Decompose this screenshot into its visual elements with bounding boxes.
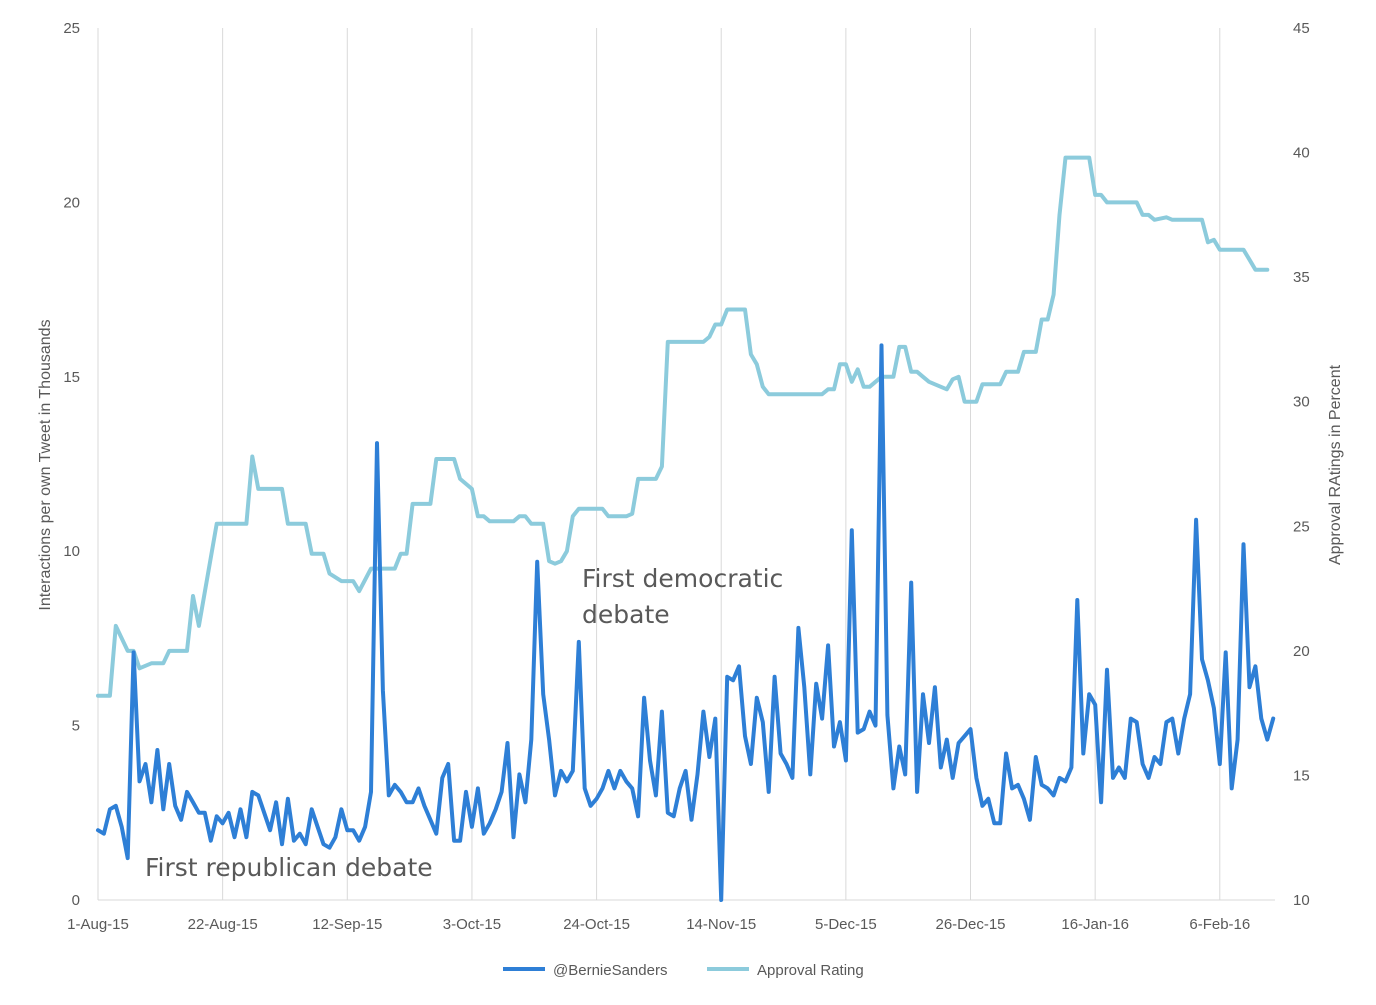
- right-y-tick-label: 15: [1293, 767, 1310, 784]
- series-line-approval-rating: [96, 155, 1270, 698]
- x-tick-label: 14-Nov-15: [686, 916, 756, 933]
- left-y-tick-label: 5: [72, 718, 80, 735]
- right-y-tick-label: 10: [1293, 892, 1310, 909]
- legend-label-bernie: @BernieSanders: [553, 962, 667, 979]
- right-y-tick-label: 30: [1293, 394, 1310, 411]
- x-tick-label: 6-Feb-16: [1189, 916, 1250, 933]
- annotation-democratic-line-2: debate: [582, 600, 670, 629]
- annotation-republican-debate: First republican debate: [145, 853, 433, 882]
- x-tick-label: 1-Aug-15: [67, 916, 129, 933]
- left-axis-title: Interactions per own Tweet in Thousands: [37, 319, 54, 610]
- left-y-tick-label: 0: [72, 892, 80, 909]
- legend-label-approval: Approval Rating: [757, 962, 864, 979]
- right-y-tick-label: 25: [1293, 518, 1310, 535]
- x-tick-label: 16-Jan-16: [1061, 916, 1129, 933]
- x-tick-label: 3-Oct-15: [443, 916, 501, 933]
- left-y-axis: 0 5 10 15 20 25: [63, 20, 80, 909]
- right-axis-title: Approval RAtings in Percent: [1327, 364, 1344, 565]
- right-y-tick-label: 45: [1293, 20, 1310, 37]
- annotation-democratic-debate: First democratic debate: [582, 564, 783, 629]
- annotation-democratic-line-1: First democratic: [582, 564, 783, 593]
- left-y-tick-label: 25: [63, 20, 80, 37]
- x-tick-label: 24-Oct-15: [563, 916, 630, 933]
- left-y-tick-label: 10: [63, 543, 80, 560]
- x-tick-label: 26-Dec-15: [935, 916, 1005, 933]
- x-axis: 1-Aug-15 22-Aug-15 12-Sep-15 3-Oct-15 24-Oct…: [67, 916, 1250, 933]
- x-tick-label: 12-Sep-15: [312, 916, 382, 933]
- x-tick-label: 22-Aug-15: [188, 916, 258, 933]
- annotation-republican-line-1: First republican debate: [145, 853, 433, 882]
- series-layer: [96, 155, 1276, 902]
- right-y-tick-label: 40: [1293, 145, 1310, 162]
- legend: @BernieSanders Approval Rating: [503, 962, 864, 979]
- right-y-tick-label: 35: [1293, 269, 1310, 286]
- series-line-bernie-sanders: [96, 343, 1276, 902]
- left-y-tick-label: 20: [63, 194, 80, 211]
- left-y-tick-label: 15: [63, 369, 80, 386]
- right-y-tick-label: 20: [1293, 643, 1310, 660]
- x-tick-label: 5-Dec-15: [815, 916, 877, 933]
- right-y-axis: 10 15 20 25 30 35 40 45: [1293, 20, 1310, 909]
